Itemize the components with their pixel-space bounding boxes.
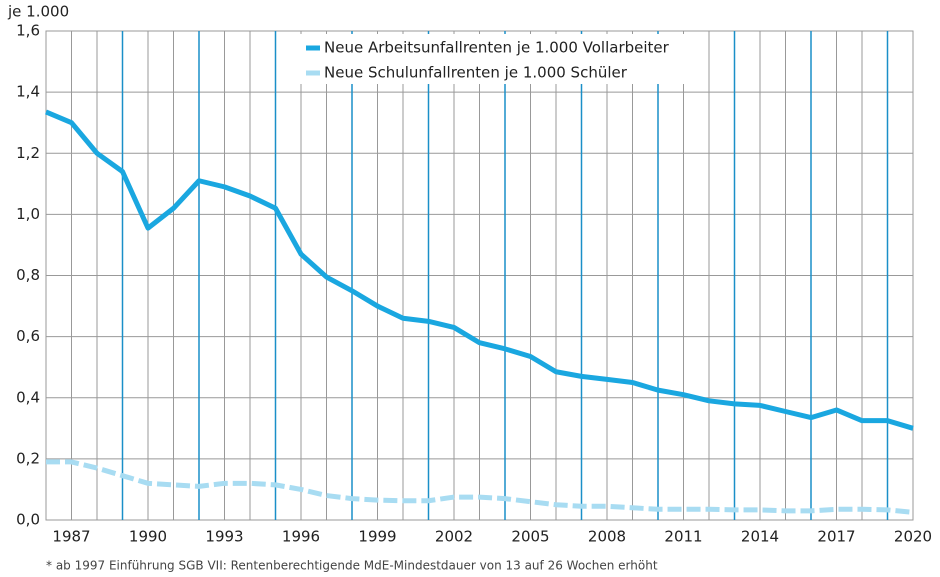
x-tick-label: 1996 — [282, 528, 320, 546]
x-tick-label: 1999 — [358, 528, 396, 546]
y-tick-label: 0,4 — [16, 388, 40, 406]
y-tick-label: 1,0 — [16, 205, 40, 223]
x-tick-label: 1987 — [52, 528, 90, 546]
x-tick-label: 2020 — [894, 528, 932, 546]
x-tick-label: 2011 — [664, 528, 702, 546]
footnote: * ab 1997 Einführung SGB VII: Rentenbere… — [46, 559, 658, 573]
y-tick-label: 0,0 — [16, 511, 40, 529]
legend-box — [300, 34, 700, 84]
legend-label: Neue Schulunfallrenten je 1.000 Schüler — [324, 64, 628, 82]
y-tick-label: 1,4 — [16, 83, 40, 101]
y-tick-label: 0,2 — [16, 449, 40, 467]
x-tick-label: 1990 — [129, 528, 167, 546]
series-line — [46, 459, 914, 515]
legend-label: Neue Arbeitsunfallrenten je 1.000 Vollar… — [324, 39, 670, 57]
x-tick-label: 2002 — [435, 528, 473, 546]
x-tick-label: 2014 — [741, 528, 779, 546]
y-unit: je 1.000 — [7, 3, 69, 21]
y-tick-label: 0,6 — [16, 327, 40, 345]
x-tick-label: 2017 — [817, 528, 855, 546]
x-tick-label: 1993 — [205, 528, 243, 546]
y-tick-label: 1,2 — [16, 144, 40, 162]
x-tick-label: 2008 — [588, 528, 626, 546]
y-tick-label: 1,6 — [16, 22, 40, 40]
y-tick-label: 0,8 — [16, 266, 40, 284]
x-tick-label: 2005 — [511, 528, 549, 546]
series-line — [45, 109, 914, 431]
